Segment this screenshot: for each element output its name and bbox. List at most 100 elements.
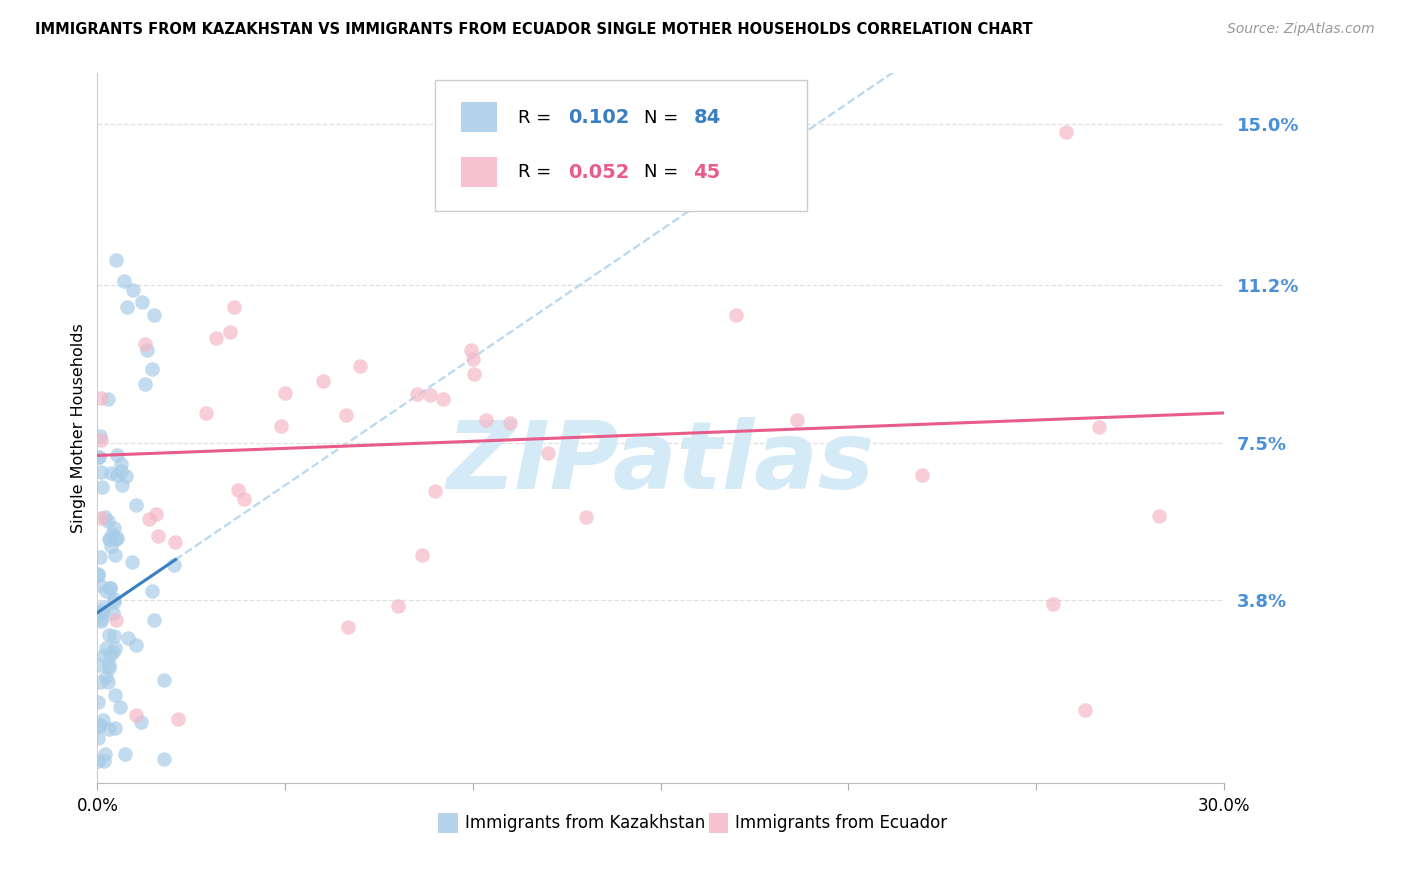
Point — [121, 283, 143, 297]
Point — [98, 628, 121, 642]
Text: Immigrants from Ecuador: Immigrants from Ecuador — [735, 814, 948, 832]
Point — [96, 670, 118, 684]
Point — [90, 433, 112, 447]
Point — [145, 507, 167, 521]
Bar — [461, 102, 498, 132]
Point — [89, 605, 111, 619]
Text: 0.102: 0.102 — [568, 108, 630, 128]
Point — [91, 714, 114, 728]
Point — [89, 450, 111, 464]
Point — [87, 695, 110, 709]
Point — [101, 645, 124, 659]
Point — [105, 532, 128, 546]
Text: IMMIGRANTS FROM KAZAKHSTAN VS IMMIGRANTS FROM ECUADOR SINGLE MOTHER HOUSEHOLDS C: IMMIGRANTS FROM KAZAKHSTAN VS IMMIGRANTS… — [35, 22, 1033, 37]
Point — [112, 274, 135, 288]
Point — [786, 413, 808, 427]
Point — [97, 392, 120, 407]
Point — [98, 533, 121, 547]
Point — [555, 194, 578, 208]
Point — [108, 700, 131, 714]
Point — [114, 468, 136, 483]
Point — [537, 446, 560, 460]
Point — [163, 558, 186, 573]
Point — [91, 480, 114, 494]
Point — [387, 599, 409, 614]
Point — [87, 658, 110, 673]
Point — [574, 509, 596, 524]
Point — [724, 308, 747, 322]
Point — [349, 359, 371, 373]
Point — [110, 464, 132, 478]
Text: Source: ZipAtlas.com: Source: ZipAtlas.com — [1227, 22, 1375, 37]
Point — [100, 581, 122, 595]
Point — [461, 351, 484, 366]
Point — [97, 657, 120, 672]
Point — [110, 457, 132, 471]
Text: ZIPatlas: ZIPatlas — [447, 417, 875, 509]
Point — [103, 521, 125, 535]
Point — [87, 566, 110, 581]
Point — [104, 640, 127, 655]
Point — [125, 708, 148, 723]
Point — [142, 308, 165, 322]
Point — [89, 675, 111, 690]
Text: R =: R = — [517, 109, 557, 127]
Text: 84: 84 — [693, 108, 720, 128]
Point — [94, 641, 117, 656]
Point — [87, 731, 110, 745]
Point — [105, 252, 128, 267]
Point — [105, 532, 128, 546]
Point — [100, 527, 122, 541]
Point — [460, 343, 482, 357]
Point — [411, 549, 433, 563]
Point — [89, 549, 111, 564]
Point — [228, 483, 250, 497]
Y-axis label: Single Mother Households: Single Mother Households — [72, 323, 86, 533]
Text: R =: R = — [517, 163, 557, 181]
Point — [233, 492, 256, 507]
Point — [89, 607, 111, 621]
Point — [1054, 126, 1077, 140]
Point — [97, 661, 120, 675]
Point — [117, 300, 139, 314]
Point — [432, 392, 454, 407]
Text: 0.052: 0.052 — [568, 163, 630, 182]
Point — [104, 548, 127, 562]
Point — [405, 386, 427, 401]
Point — [89, 578, 111, 592]
Point — [104, 688, 127, 702]
Point — [91, 604, 114, 618]
Point — [90, 510, 112, 524]
Point — [87, 755, 110, 769]
Point — [274, 385, 297, 400]
Point — [153, 752, 176, 766]
Point — [104, 721, 127, 735]
Point — [153, 673, 176, 687]
Bar — [461, 157, 498, 186]
Point — [1074, 703, 1097, 717]
Text: N =: N = — [644, 109, 683, 127]
Point — [270, 418, 292, 433]
FancyBboxPatch shape — [436, 80, 807, 211]
Point — [125, 498, 148, 512]
Point — [90, 612, 112, 626]
Point — [105, 448, 128, 462]
Point — [163, 535, 186, 549]
Point — [87, 568, 110, 582]
Point — [911, 467, 934, 482]
Text: N =: N = — [644, 163, 683, 181]
Point — [125, 639, 148, 653]
Point — [93, 755, 115, 769]
Point — [94, 747, 117, 761]
Point — [167, 712, 190, 726]
Point — [93, 648, 115, 662]
Point — [89, 429, 111, 443]
Point — [100, 539, 122, 553]
Point — [103, 629, 125, 643]
Point — [311, 374, 333, 388]
Point — [98, 648, 121, 663]
Point — [425, 484, 447, 499]
Point — [89, 718, 111, 732]
Point — [1147, 508, 1170, 523]
Point — [1042, 597, 1064, 611]
